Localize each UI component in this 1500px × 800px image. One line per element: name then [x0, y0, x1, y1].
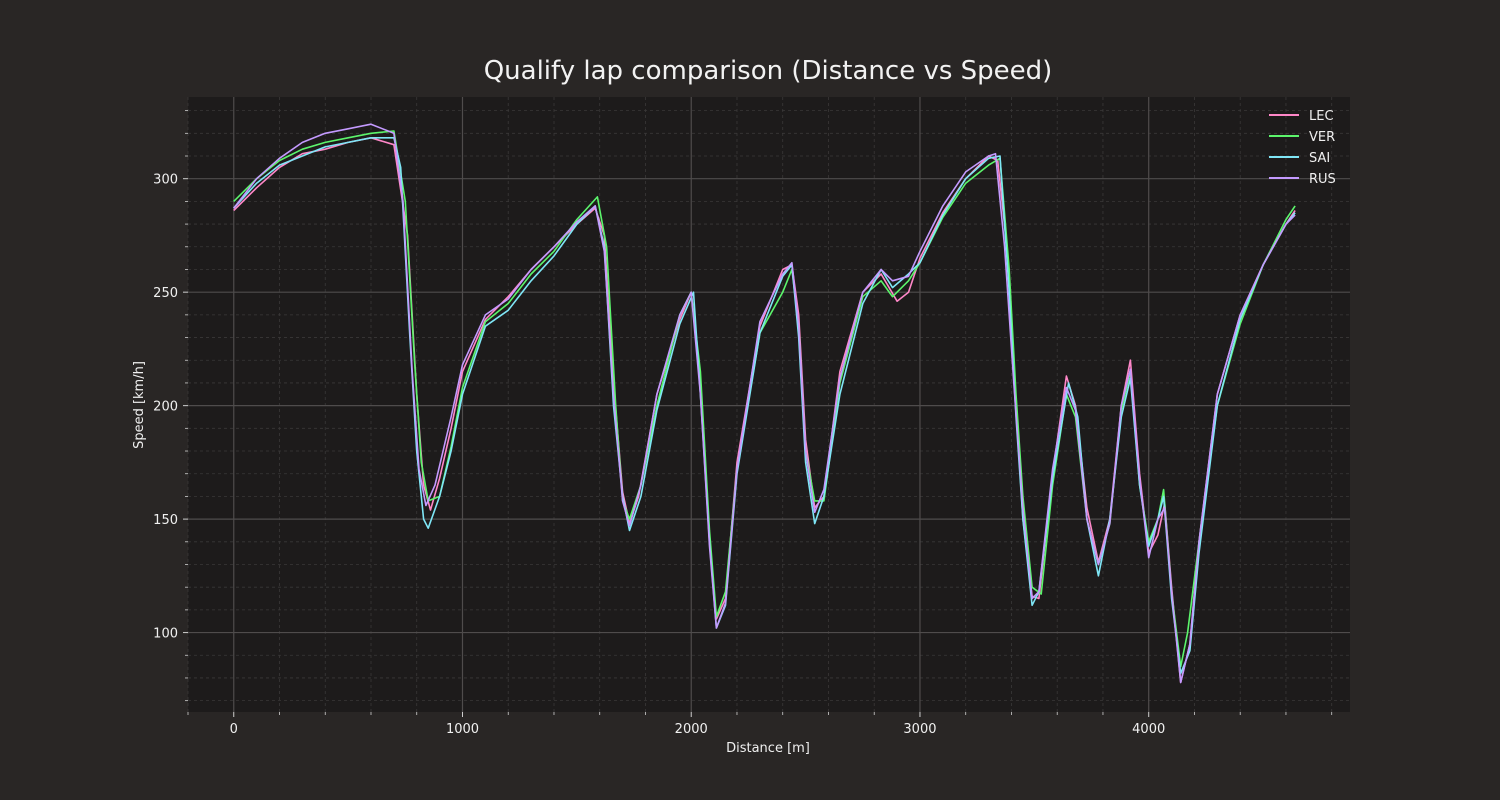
legend-label: VER — [1309, 130, 1335, 145]
x-axis-label: Distance [m] — [726, 741, 810, 756]
legend-item-sai: SAI — [1269, 151, 1330, 166]
y-axis: 100 150 200 250 300 — [153, 110, 188, 702]
y-tick-label: 100 — [153, 627, 178, 642]
y-axis-label: Speed [km/h] — [132, 361, 147, 449]
major-grid — [188, 97, 1350, 712]
x-tick-label: 0 — [230, 722, 238, 737]
x-tick-label: 3000 — [903, 722, 936, 737]
legend-item-rus: RUS — [1269, 172, 1336, 187]
y-tick-label: 150 — [153, 513, 178, 528]
y-tick-label: 250 — [153, 286, 178, 301]
series-line-rus — [233, 123, 1296, 684]
series-layer — [233, 123, 1296, 684]
legend-label: RUS — [1309, 172, 1336, 187]
legend-item-lec: LEC — [1269, 109, 1334, 124]
legend-item-ver: VER — [1269, 130, 1335, 145]
minor-grid — [187, 97, 1350, 712]
legend: LEC VER SAI RUS — [1269, 109, 1336, 187]
x-tick-label: 4000 — [1132, 722, 1165, 737]
x-tick-label: 1000 — [446, 722, 479, 737]
x-tick-label: 2000 — [675, 722, 708, 737]
chart-title: Qualify lap comparison (Distance vs Spee… — [484, 56, 1053, 86]
legend-label: LEC — [1309, 109, 1334, 124]
y-tick-label: 300 — [153, 173, 178, 188]
legend-label: SAI — [1309, 151, 1330, 166]
y-tick-label: 200 — [153, 400, 178, 415]
x-axis: 0 1000 2000 3000 4000 — [187, 712, 1333, 737]
